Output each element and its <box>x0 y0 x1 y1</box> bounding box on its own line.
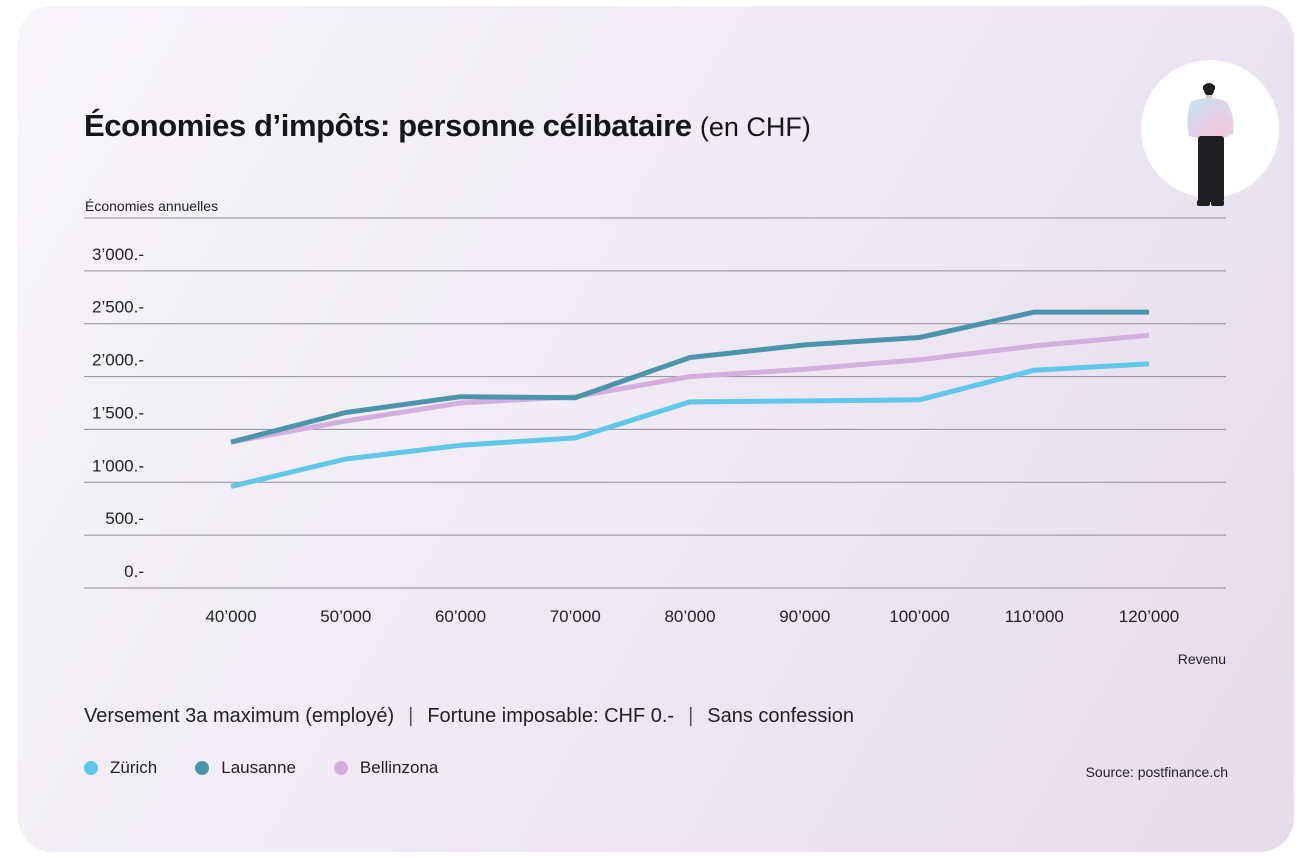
legend-item-bellinzona: Bellinzona <box>333 758 439 778</box>
y-tick-label: 1’500.- <box>92 403 144 422</box>
y-tick-label: 1’000.- <box>92 456 144 475</box>
x-tick-label: 100’000 <box>889 607 950 626</box>
x-ticks: 40’000 50’000 60’000 70’000 80’000 90’000 100’… <box>205 607 1179 626</box>
series-layer <box>230 309 1150 489</box>
y-tick-label: 0.- <box>124 562 144 581</box>
legend-label-bellinzona: Bellinzona <box>359 758 439 777</box>
chart-footnote: Versement 3a maximum (employé) | Fortune i… <box>84 705 854 728</box>
y-ticks: 0.- 500.- 1’000.- 1’500.- 2’000.- 2’500.- 3’00… <box>92 245 144 581</box>
x-tick-label: 70’000 <box>550 607 601 626</box>
source-note: Source: postfinance.ch <box>1085 764 1228 780</box>
x-axis-label: Revenu <box>1177 651 1226 667</box>
x-tick-label: 120’000 <box>1119 607 1180 626</box>
legend-label-zurich: Zürich <box>110 758 158 777</box>
chart-title: Économies d’impôts: personne célibataire… <box>84 108 811 144</box>
legend-dot-zurich <box>84 761 98 775</box>
footnote-separator: | <box>688 705 694 727</box>
series-line-bellinzona <box>230 332 1150 445</box>
chart-title-unit: (en CHF) <box>699 112 811 142</box>
grid-layer <box>84 217 1226 589</box>
y-tick-label: 3’000.- <box>92 245 144 264</box>
person-illustration-icon <box>1141 60 1279 206</box>
chart-legend: Zürich Lausanne Bellinzona <box>84 758 438 778</box>
footnote-3a: Versement 3a maximum (employé) <box>84 705 395 727</box>
legend-label-lausanne: Lausanne <box>221 758 296 777</box>
legend-item-lausanne: Lausanne <box>195 758 296 778</box>
legend-dot-bellinzona <box>333 761 348 775</box>
y-tick-label: 500.- <box>105 509 144 528</box>
x-tick-label: 50’000 <box>320 607 371 626</box>
legend-dot-lausanne <box>195 761 210 775</box>
footnote-separator: | <box>408 705 414 727</box>
x-tick-label: 90’000 <box>779 607 830 626</box>
x-tick-label: 80’000 <box>664 607 715 626</box>
x-tick-label: 110’000 <box>1005 607 1064 626</box>
y-axis-label: Économies annuelles <box>85 198 219 214</box>
legend-item-zurich: Zürich <box>84 758 157 778</box>
series-line-zrich <box>230 361 1150 489</box>
y-tick-label: 2’500.- <box>92 298 144 317</box>
footnote-confession: Sans confession <box>707 705 855 727</box>
series-line-lausanne <box>230 309 1149 445</box>
y-tick-label: 2’000.- <box>92 351 144 370</box>
footnote-wealth: Fortune imposable: CHF 0.- <box>427 705 675 727</box>
x-tick-label: 40’000 <box>205 607 256 626</box>
x-tick-label: 60’000 <box>435 607 486 626</box>
chart-title-main: Économies d’impôts: personne célibataire <box>84 108 692 143</box>
